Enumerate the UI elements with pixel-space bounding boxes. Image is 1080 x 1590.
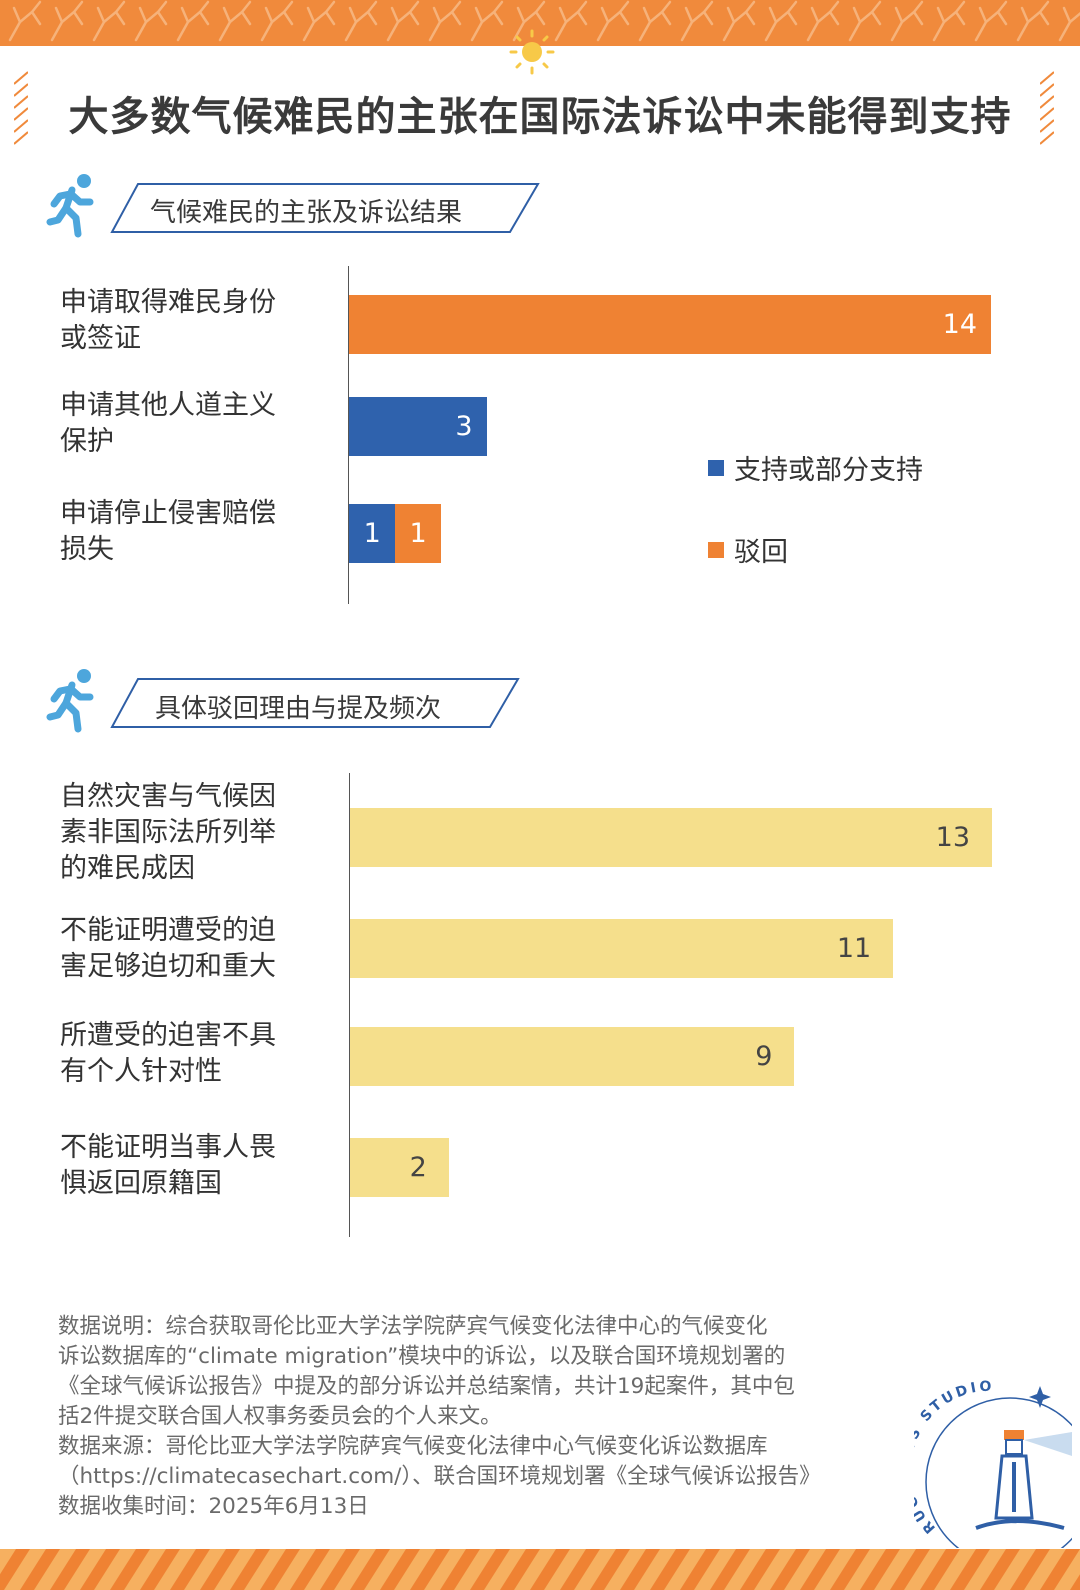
category-label: 申请其他人道主义 — [60, 390, 276, 421]
note-line: （https://climatecasechart.com/）、联合国环境规划署… — [58, 1464, 821, 1489]
note-line: 数据来源：哥伦比亚大学法学院萨宾气候变化法律中心气候变化诉讼数据库 — [58, 1434, 768, 1459]
category-label: 申请停止侵害赔偿 — [60, 498, 276, 529]
category-label: 所遭受的迫害不具 — [60, 1020, 276, 1051]
note-line: 诉讼数据库的“climate migration”模块中的诉讼，以及联合国环境规… — [58, 1344, 786, 1369]
page-title: 大多数气候难民的主张在国际法诉讼中未能得到支持 — [68, 94, 1012, 140]
section-2-banner — [110, 678, 520, 728]
note-line: 数据收集时间：2025年6月13日 — [58, 1494, 369, 1519]
bar-rejected — [394, 504, 441, 563]
data-label: 11 — [836, 933, 872, 964]
data-label: 9 — [755, 1041, 773, 1072]
category-label: 不能证明当事人畏 — [60, 1132, 276, 1163]
bar-reason — [350, 808, 992, 867]
chart-1-axis — [348, 266, 349, 604]
sparkle-icon — [1029, 1386, 1051, 1408]
bar-rejected — [349, 295, 991, 354]
data-label: 2 — [409, 1152, 427, 1183]
section-1-title: 气候难民的主张及诉讼结果 — [150, 198, 463, 228]
category-label: 不能证明遭受的迫 — [60, 915, 276, 946]
data-label: 1 — [363, 518, 381, 549]
bar-reason — [350, 919, 894, 978]
running-person-icon — [46, 669, 94, 733]
bar-supported — [349, 504, 395, 563]
note-line: 数据说明：综合获取哥伦比亚大学法学院萨宾气候变化法律中心的气候变化 — [58, 1314, 768, 1339]
data-notes: 数据说明：综合获取哥伦比亚大学法学院萨宾气候变化法律中心的气候变化 诉讼数据库的“… — [58, 1312, 898, 1522]
bar-reason — [350, 1138, 449, 1197]
sun-icon — [509, 29, 555, 75]
category-label: 或签证 — [60, 323, 141, 354]
section-1-banner — [110, 183, 540, 233]
data-label: 14 — [942, 309, 977, 340]
category-label: 申请取得难民身份 — [60, 287, 276, 318]
note-line: 括2件提交联合国人权事务委员会的个人来文。 — [58, 1404, 502, 1429]
running-person-icon — [46, 174, 94, 238]
category-label: 保护 — [60, 426, 114, 457]
stripe-pattern — [0, 1549, 1080, 1590]
section-2-title: 具体驳回理由与提及频次 — [155, 694, 442, 724]
legend-label-rejected: 驳回 — [734, 537, 788, 568]
chart-2-axis — [349, 773, 350, 1237]
category-label: 自然灾害与气候因 — [60, 781, 276, 812]
data-label: 3 — [455, 411, 473, 442]
category-label: 害足够迫切和重大 — [60, 951, 276, 982]
bar-reason — [350, 1027, 795, 1086]
category-label: 素非国际法所列举 — [60, 817, 276, 848]
bottom-decorative-band — [0, 1549, 1080, 1590]
category-label: 有个人针对性 — [60, 1056, 222, 1087]
data-label: 13 — [935, 822, 970, 853]
legend-swatch-supported — [708, 460, 724, 476]
legend-swatch-rejected — [708, 542, 724, 558]
category-label: 的难民成因 — [60, 853, 195, 884]
legend-label-supported: 支持或部分支持 — [734, 455, 923, 486]
ruc-news-studio-lighthouse-logo: RUC NEWS STUDIO — [914, 1379, 1072, 1548]
right-hatch-decoration — [1040, 71, 1054, 145]
category-label: 惧返回原籍国 — [60, 1168, 222, 1199]
left-hatch-decoration — [14, 71, 28, 145]
category-label: 损失 — [60, 534, 114, 565]
data-label: 1 — [409, 518, 427, 549]
bar-supported — [349, 397, 487, 456]
note-line: 《全球气候诉讼报告》中提及的部分诉讼并总结案情，共计19起案件，其中包 — [58, 1374, 795, 1399]
branch-pattern — [8, 0, 1080, 42]
top-decorative-band — [0, 0, 1080, 46]
